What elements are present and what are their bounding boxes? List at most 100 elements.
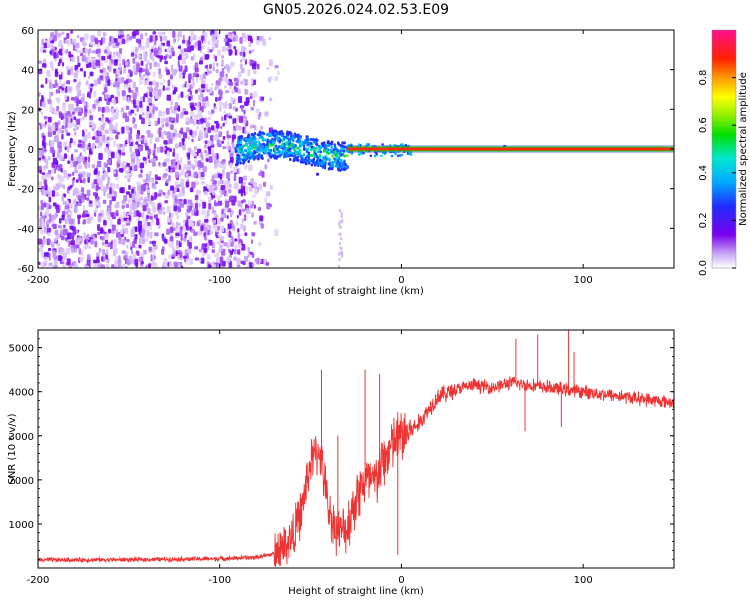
- noise-cell: [237, 232, 240, 239]
- colorbar: 0.00.20.40.60.8 Normalized spectral ampl…: [698, 29, 749, 276]
- noise-cell: [214, 44, 219, 48]
- noise-cell: [131, 161, 134, 167]
- noise-cell: [222, 136, 226, 140]
- noise-cell: [52, 202, 57, 207]
- noise-cell: [248, 50, 252, 54]
- noise-cell: [140, 135, 145, 139]
- blob-cell: [292, 135, 295, 139]
- noise-cell: [115, 183, 119, 189]
- noise-cell: [162, 211, 166, 215]
- noise-cell: [226, 215, 229, 219]
- noise-cell: [46, 158, 49, 166]
- noise-cell: [244, 130, 247, 135]
- noise-cell: [131, 253, 136, 259]
- noise-cell: [175, 153, 180, 161]
- noise-cell: [149, 231, 153, 239]
- noise-cell: [158, 210, 162, 215]
- blob-cell: [340, 158, 343, 162]
- noise-cell: [112, 55, 116, 59]
- noise-cell: [111, 224, 116, 231]
- noise-cell: [223, 110, 227, 115]
- noise-cell: [148, 263, 152, 268]
- noise-cell: [70, 118, 73, 123]
- noise-cell: [154, 232, 159, 237]
- blob-cell: [312, 138, 315, 142]
- noise-cell: [256, 39, 260, 45]
- noise-cell: [194, 67, 199, 73]
- x-tick-label: 0: [398, 575, 404, 586]
- blob-cell: [238, 145, 241, 149]
- noise-cell: [57, 255, 62, 262]
- noise-cell: [141, 117, 145, 125]
- noise-cell: [221, 140, 225, 144]
- snr-series-layer: [38, 330, 674, 568]
- noise-cell: [40, 250, 44, 258]
- blob-cell: [310, 163, 314, 167]
- noise-cell: [207, 127, 211, 133]
- noise-cell: [97, 30, 102, 37]
- noise-cell: [62, 200, 67, 205]
- noise-cell: [161, 249, 165, 255]
- noise-cell: [57, 120, 61, 126]
- noise-cell: [227, 66, 231, 73]
- blob-cell: [307, 141, 310, 145]
- noise-cell: [75, 237, 80, 244]
- blob-cell: [331, 163, 335, 167]
- blob-cell: [306, 159, 310, 163]
- noise-cell: [166, 150, 171, 157]
- noise-cell: [213, 264, 216, 268]
- noise-cell: [340, 247, 343, 251]
- blob-cell: [275, 135, 279, 139]
- noise-cell: [67, 160, 71, 165]
- noise-cell: [188, 242, 192, 249]
- noise-cell: [204, 218, 209, 223]
- noise-cell: [124, 175, 127, 179]
- noise-cell: [174, 165, 178, 171]
- noise-cell: [115, 255, 119, 261]
- blob-cell: [298, 151, 302, 155]
- noise-cell: [230, 170, 233, 174]
- noise-cell: [124, 115, 130, 123]
- noise-cell: [171, 167, 175, 173]
- noise-cell: [40, 203, 44, 211]
- noise-cell: [82, 177, 86, 184]
- noise-cell: [265, 67, 270, 71]
- noise-cell: [121, 239, 126, 245]
- noise-cell: [118, 63, 122, 68]
- noise-cell: [195, 180, 200, 186]
- blob-cell: [270, 140, 273, 144]
- noise-cell: [236, 257, 241, 265]
- noise-cell: [163, 147, 166, 151]
- blob-cell: [399, 143, 403, 147]
- noise-cell: [76, 101, 79, 107]
- noise-cell: [269, 97, 273, 102]
- noise-cell: [99, 227, 104, 234]
- blob-cell: [337, 167, 340, 171]
- blob-cell: [331, 154, 334, 158]
- blob-cell: [288, 131, 291, 135]
- blob-cell: [293, 145, 296, 149]
- noise-cell: [219, 244, 223, 252]
- noise-cell: [93, 179, 98, 185]
- noise-cell: [38, 238, 43, 245]
- noise-cell: [189, 187, 194, 193]
- noise-cell: [75, 84, 80, 91]
- blob-cell: [273, 147, 277, 151]
- noise-cell: [100, 41, 103, 46]
- noise-cell: [185, 83, 190, 88]
- noise-cell: [107, 176, 110, 184]
- noise-cell: [121, 90, 126, 97]
- noise-cell: [48, 36, 53, 41]
- noise-cell: [214, 55, 218, 62]
- noise-cell: [238, 188, 242, 194]
- noise-cell: [121, 200, 126, 204]
- noise-cell: [98, 96, 102, 102]
- noise-cell: [157, 54, 160, 58]
- noise-cell: [84, 134, 88, 142]
- noise-cell: [110, 152, 115, 159]
- blob-cell: [299, 154, 302, 158]
- noise-cell: [189, 236, 193, 242]
- noise-cell: [56, 105, 60, 112]
- noise-cell: [78, 248, 82, 255]
